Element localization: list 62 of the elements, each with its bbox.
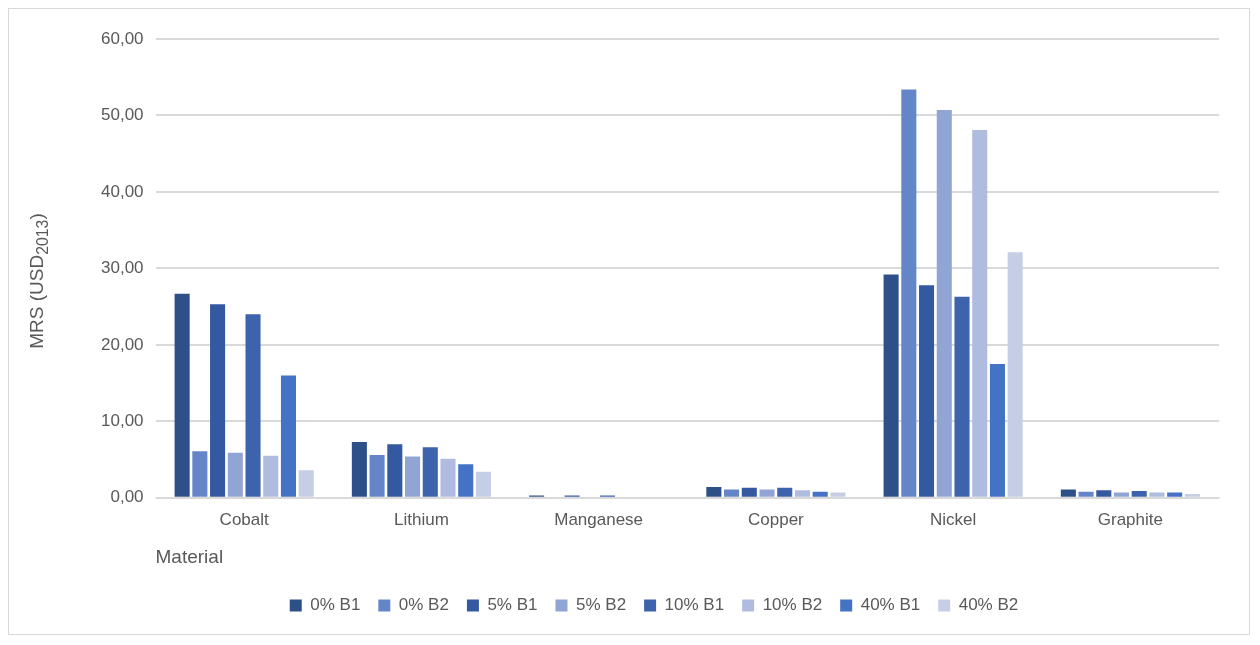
bar <box>936 110 952 497</box>
x-axis-title: Material <box>155 545 224 567</box>
bar <box>280 375 297 497</box>
x-tick-label: Lithium <box>394 509 449 529</box>
y-tick-label: 60,00 <box>100 28 144 48</box>
bar <box>989 363 1005 497</box>
bar <box>351 441 367 497</box>
legend-label: 40% B2 <box>958 595 1019 615</box>
legend-label: 10% B2 <box>762 595 823 615</box>
bar <box>298 470 314 497</box>
y-tick-label: 30,00 <box>100 258 144 278</box>
legend-label: 5% B2 <box>576 595 627 615</box>
bar <box>1167 492 1183 497</box>
bar <box>812 491 828 497</box>
x-tick-label: Nickel <box>929 509 977 529</box>
bar <box>458 464 474 497</box>
bar <box>1060 489 1076 497</box>
bar <box>192 451 208 497</box>
x-tick-label: Manganese <box>554 509 644 529</box>
bar <box>777 487 793 497</box>
bar <box>263 455 279 497</box>
bar <box>422 447 438 497</box>
bar <box>1131 490 1147 497</box>
y-tick-label: 20,00 <box>100 334 144 354</box>
bar <box>706 487 722 497</box>
bar <box>794 490 811 497</box>
bar <box>759 489 775 497</box>
bar <box>919 285 935 497</box>
bar <box>972 130 988 497</box>
bar <box>475 471 491 497</box>
bar <box>724 489 740 497</box>
bar <box>440 458 456 497</box>
legend-label: 5% B1 <box>487 595 538 615</box>
bar <box>883 274 899 497</box>
bar <box>901 89 917 497</box>
bar <box>227 452 243 497</box>
y-tick-label: 10,00 <box>100 411 144 431</box>
x-tick-label: Cobalt <box>219 509 270 529</box>
x-tick-label: Graphite <box>1097 509 1163 529</box>
bar <box>405 456 421 497</box>
bar <box>387 444 403 497</box>
bar <box>741 487 757 497</box>
y-tick-label: 40,00 <box>100 181 144 201</box>
y-tick-label: 50,00 <box>100 105 144 125</box>
bar <box>830 492 846 497</box>
legend-label: 0% B1 <box>310 595 361 615</box>
legend-label: 40% B1 <box>860 595 921 615</box>
bar <box>954 296 970 497</box>
y-tick-label: 0,00 <box>110 487 144 507</box>
bar <box>1113 492 1130 497</box>
x-tick-label: Copper <box>748 509 805 529</box>
bar <box>1149 492 1165 497</box>
bar <box>1078 491 1094 497</box>
bar <box>210 304 226 497</box>
bar <box>174 293 190 497</box>
bar <box>369 454 385 497</box>
legend-label: 0% B2 <box>398 595 449 615</box>
bar <box>1007 252 1023 497</box>
bar <box>1096 490 1112 497</box>
bar <box>245 314 261 497</box>
legend-label: 10% B1 <box>664 595 725 615</box>
bar <box>1184 493 1200 497</box>
